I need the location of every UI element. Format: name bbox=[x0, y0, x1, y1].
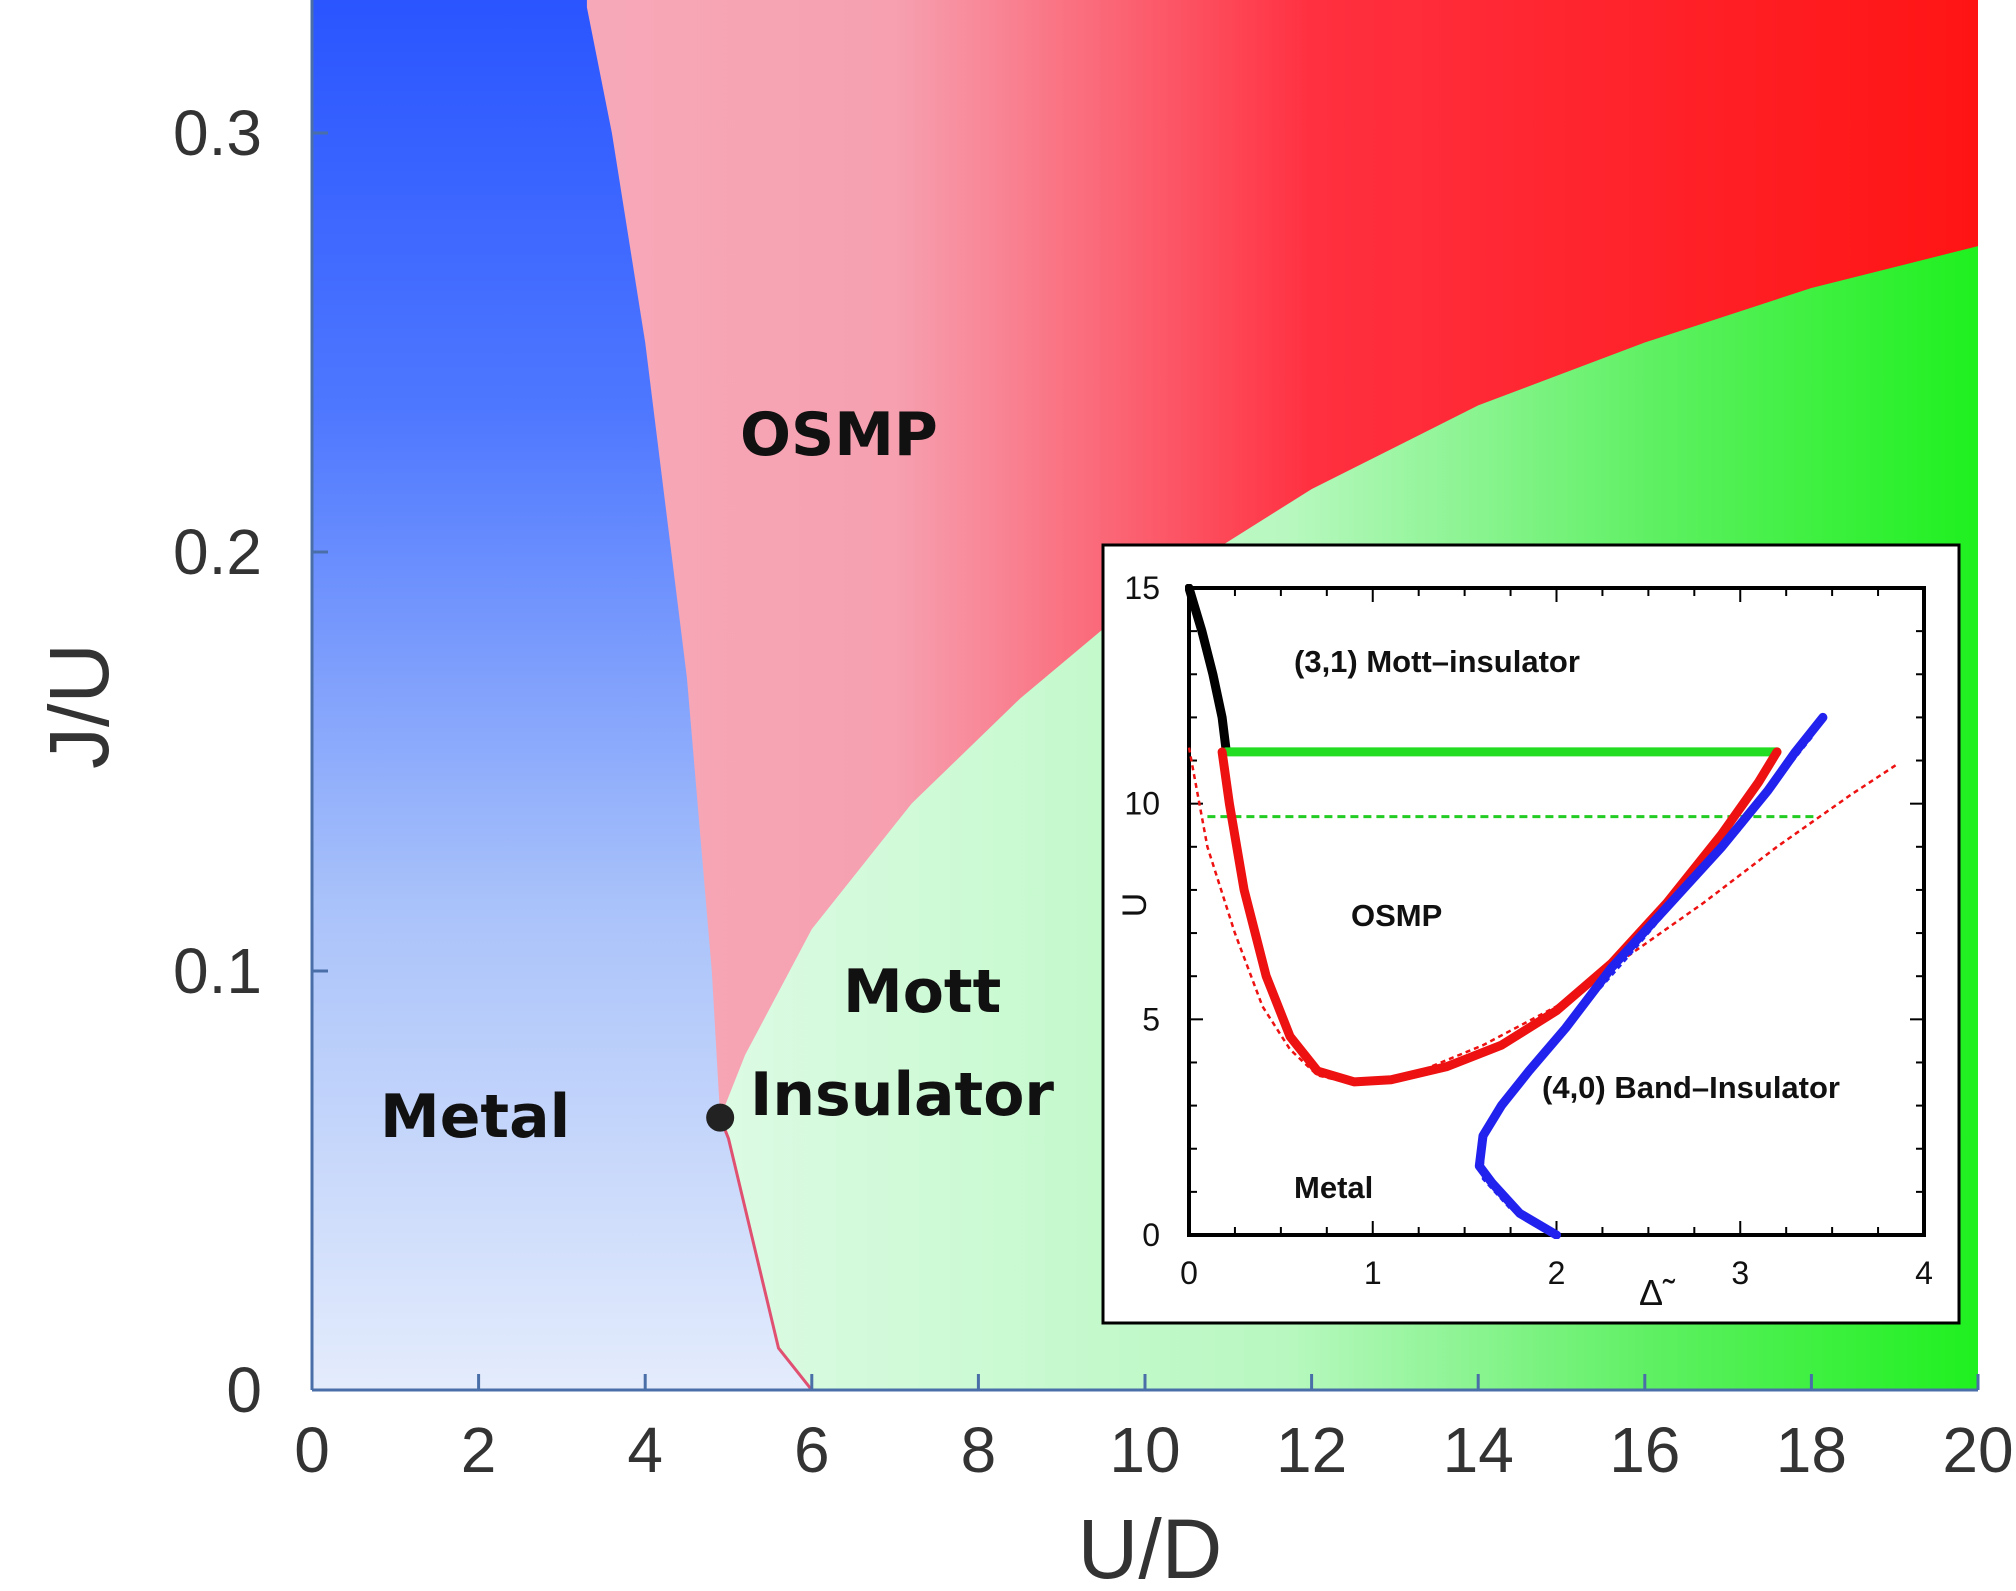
y-tick-labels: 0 0.1 0.2 0.3 bbox=[173, 97, 262, 1426]
x-tick-label: 6 bbox=[794, 1414, 830, 1486]
x-tick-label: 8 bbox=[961, 1414, 997, 1486]
inset-y-tick-labels: 0 5 10 15 bbox=[1124, 570, 1160, 1253]
y-tick-label: 0.2 bbox=[173, 516, 262, 588]
critical-point-marker bbox=[706, 1103, 735, 1132]
inset-y-tick-label: 10 bbox=[1124, 786, 1160, 822]
metal-boundary-line bbox=[718, 1117, 813, 1390]
inset-x-tick-label: 1 bbox=[1364, 1255, 1382, 1291]
y-tick-label: 0 bbox=[226, 1354, 262, 1426]
inset-x-tick-labels: 0 1 2 3 4 bbox=[1180, 1255, 1933, 1291]
x-tick-label: 16 bbox=[1609, 1414, 1680, 1486]
inset-y-tick-label: 5 bbox=[1142, 1001, 1160, 1037]
inset-x-tick-label: 0 bbox=[1180, 1255, 1198, 1291]
inset-series-line-3 bbox=[1217, 747, 1782, 1087]
region-label-insulator: Insulator bbox=[750, 1060, 1054, 1130]
x-tick-label: 20 bbox=[1942, 1414, 2013, 1486]
metal-region bbox=[312, 0, 812, 1390]
inset-y-axis-title: U bbox=[1116, 893, 1154, 918]
inset-x-tick-label: 4 bbox=[1915, 1255, 1933, 1291]
region-label-metal: Metal bbox=[380, 1082, 570, 1152]
inset-y-tick-label: 0 bbox=[1142, 1217, 1160, 1253]
inset-y-tick-label: 15 bbox=[1124, 570, 1160, 606]
y-axis-title: J/U bbox=[32, 643, 126, 769]
x-tick-label: 12 bbox=[1276, 1414, 1347, 1486]
inset-series-line-0 bbox=[1185, 584, 1231, 753]
inset-label-osmp: OSMP bbox=[1351, 898, 1442, 933]
x-tick-label: 0 bbox=[294, 1414, 330, 1486]
inset-series bbox=[1185, 584, 1898, 1239]
y-tick-label: 0.3 bbox=[173, 97, 262, 169]
inset-series-line-4 bbox=[1187, 747, 1898, 1086]
y-tick-label: 0.1 bbox=[173, 935, 262, 1007]
region-label-osmp: OSMP bbox=[740, 400, 938, 470]
inset-ticks bbox=[1188, 587, 1925, 1236]
inset-background bbox=[1101, 543, 1961, 1325]
inset-label-band: (4,0) Band–Insulator bbox=[1542, 1070, 1840, 1105]
x-tick-label: 2 bbox=[461, 1414, 497, 1486]
region-label-mott: Mott bbox=[843, 957, 1001, 1027]
x-tick-label: 18 bbox=[1776, 1414, 1847, 1486]
x-axis-title: U/D bbox=[1078, 1502, 1223, 1591]
inset-series-line-6 bbox=[1481, 733, 1815, 1237]
x-tick-label: 4 bbox=[627, 1414, 663, 1486]
x-tick-labels: 0 2 4 6 8 10 12 14 16 18 20 bbox=[294, 1414, 2013, 1486]
x-tick-label: 14 bbox=[1443, 1414, 1514, 1486]
x-tick-label: 10 bbox=[1109, 1414, 1180, 1486]
inset-x-tick-label: 3 bbox=[1731, 1255, 1749, 1291]
inset-label-mott: (3,1) Mott–insulator bbox=[1294, 644, 1580, 679]
inset-x-tick-label: 2 bbox=[1548, 1255, 1566, 1291]
main-axes bbox=[310, 0, 1980, 1392]
inset-label-metal: Metal bbox=[1294, 1170, 1373, 1205]
